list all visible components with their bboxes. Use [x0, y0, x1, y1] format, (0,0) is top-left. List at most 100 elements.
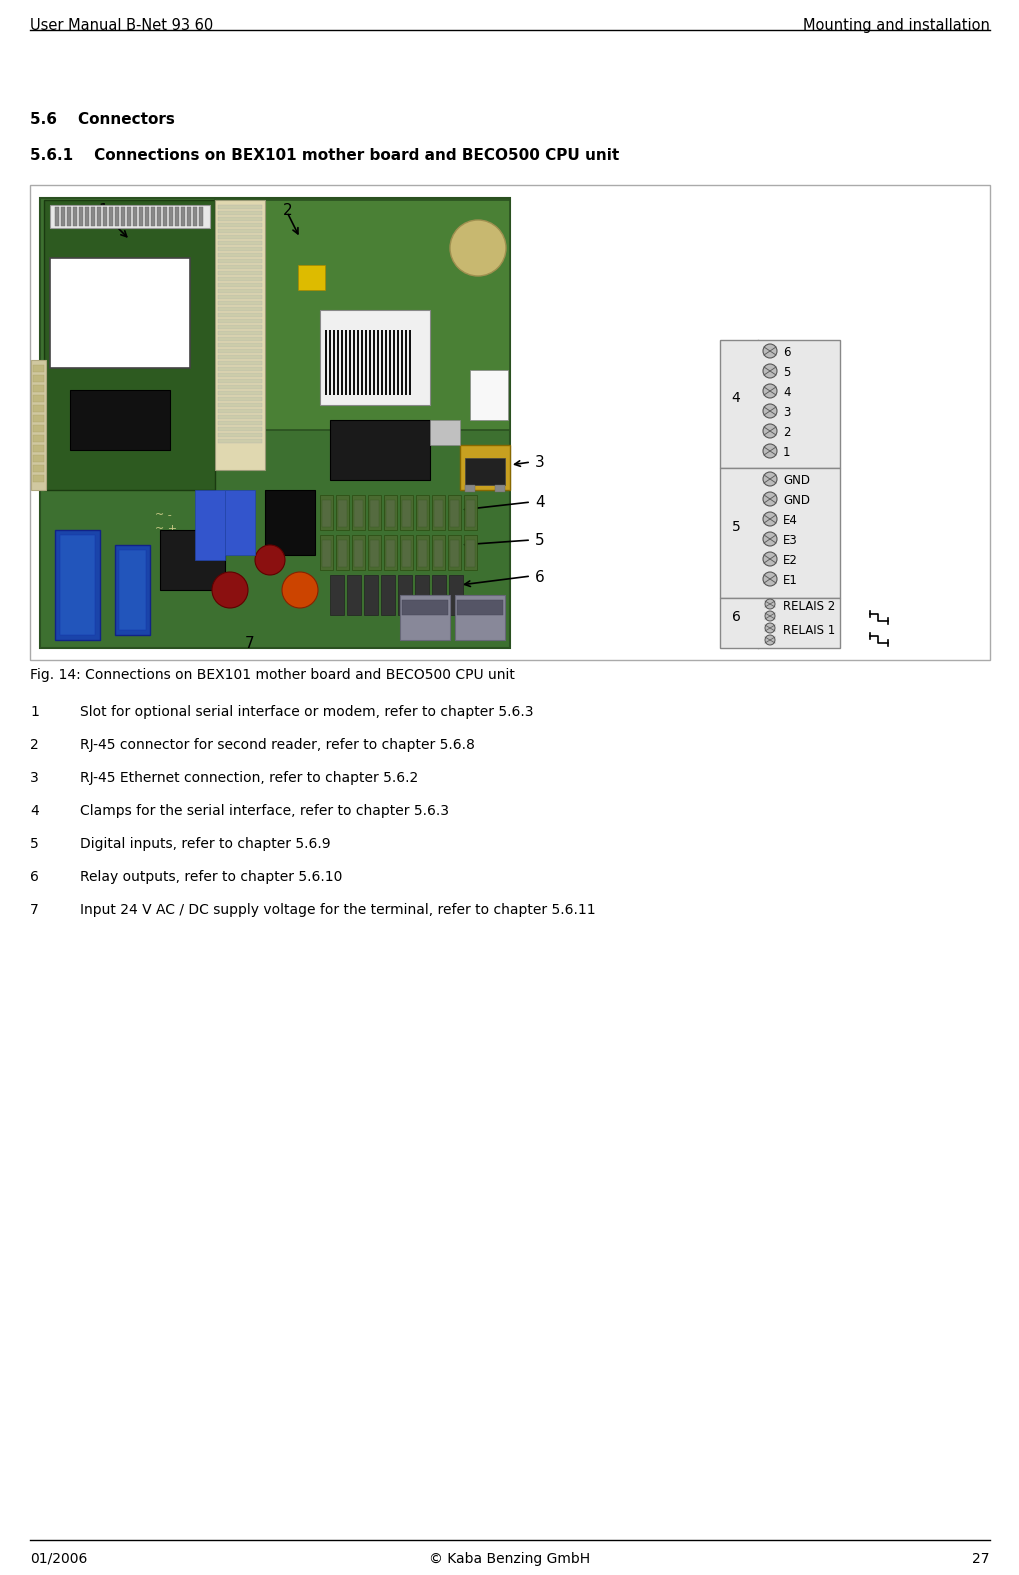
Bar [392, 331, 394, 395]
Bar [401, 499, 411, 528]
Bar [335, 536, 348, 570]
Bar [218, 427, 262, 432]
Bar [298, 265, 325, 290]
Bar [33, 476, 44, 482]
Bar [215, 200, 510, 430]
Bar [218, 361, 262, 365]
Bar [33, 425, 44, 432]
Bar [218, 247, 262, 250]
Bar [218, 284, 262, 287]
Bar [352, 536, 365, 570]
Bar [218, 217, 262, 221]
Bar [70, 391, 170, 450]
Bar [377, 331, 379, 395]
Bar [337, 499, 346, 528]
Text: © Kaba Benzing GmbH: © Kaba Benzing GmbH [429, 1551, 590, 1566]
Bar [175, 206, 178, 225]
Bar [447, 495, 461, 531]
Bar [218, 410, 262, 413]
Text: 1.02.2004: 1.02.2004 [54, 302, 86, 307]
Bar [460, 446, 510, 490]
Bar [103, 206, 107, 225]
Bar [218, 343, 262, 346]
Bar [470, 370, 507, 421]
Bar [405, 331, 407, 395]
Bar [354, 540, 363, 567]
Bar [50, 258, 190, 369]
Text: Mounting and installation: Mounting and installation [802, 17, 989, 33]
Bar [357, 331, 359, 395]
Bar [218, 433, 262, 436]
Bar [78, 206, 83, 225]
Bar [33, 455, 44, 461]
Text: 1: 1 [783, 446, 790, 458]
Bar [33, 375, 44, 383]
Text: 5: 5 [535, 532, 544, 548]
Text: 2: 2 [783, 425, 790, 439]
Circle shape [762, 551, 776, 565]
Bar [368, 536, 381, 570]
Text: Slot for optional serial interface or modem, refer to chapter 5.6.3: Slot for optional serial interface or mo… [79, 706, 533, 720]
Circle shape [255, 545, 284, 575]
Bar [218, 380, 262, 383]
Circle shape [762, 512, 776, 526]
Bar [336, 331, 338, 395]
Bar [337, 540, 346, 567]
Bar [218, 350, 262, 353]
Text: ~ -: ~ - [155, 510, 171, 520]
Bar [381, 331, 382, 395]
Bar [115, 545, 150, 635]
Text: 4: 4 [783, 386, 790, 398]
Bar [348, 331, 351, 395]
Bar [399, 536, 413, 570]
Circle shape [762, 405, 776, 417]
Bar [432, 495, 444, 531]
Bar [85, 206, 89, 225]
Bar [186, 206, 191, 225]
Bar [454, 595, 504, 639]
Text: LM2678: LM2678 [163, 532, 182, 539]
Bar [320, 536, 332, 570]
Bar [218, 211, 262, 216]
Text: 1: 1 [30, 706, 39, 720]
Circle shape [281, 572, 318, 608]
Bar [218, 391, 262, 395]
Bar [449, 540, 459, 567]
Bar [40, 198, 510, 647]
Bar [401, 600, 447, 614]
Bar [169, 206, 173, 225]
Bar [265, 490, 315, 554]
Bar [33, 446, 44, 452]
Bar [465, 485, 475, 491]
Bar [218, 241, 262, 246]
Bar [330, 575, 343, 614]
Bar [385, 499, 394, 528]
Bar [121, 206, 125, 225]
Bar [332, 331, 334, 395]
Bar [193, 206, 197, 225]
Circle shape [449, 221, 505, 276]
Bar [218, 320, 262, 323]
Bar [448, 575, 463, 614]
Bar [399, 495, 413, 531]
Bar [218, 288, 262, 293]
Text: 2: 2 [30, 739, 39, 751]
Text: 1.09941  Index1: 1.09941 Index1 [54, 288, 105, 295]
Bar [218, 301, 262, 306]
Bar [383, 536, 396, 570]
Bar [396, 331, 398, 395]
Bar [457, 600, 502, 614]
Bar [719, 468, 840, 598]
Text: Q-p...ed: Q-p...ed [299, 269, 318, 276]
Bar [325, 331, 327, 395]
Bar [33, 405, 44, 413]
Bar [719, 340, 840, 468]
Text: E2: E2 [783, 554, 797, 567]
Circle shape [212, 572, 248, 608]
Text: User Manual B-Net 93 60: User Manual B-Net 93 60 [30, 17, 213, 33]
Bar [320, 495, 332, 531]
Bar [218, 384, 262, 389]
Bar [335, 495, 348, 531]
Text: 5.6    Connectors: 5.6 Connectors [30, 112, 174, 128]
Bar [55, 531, 100, 639]
